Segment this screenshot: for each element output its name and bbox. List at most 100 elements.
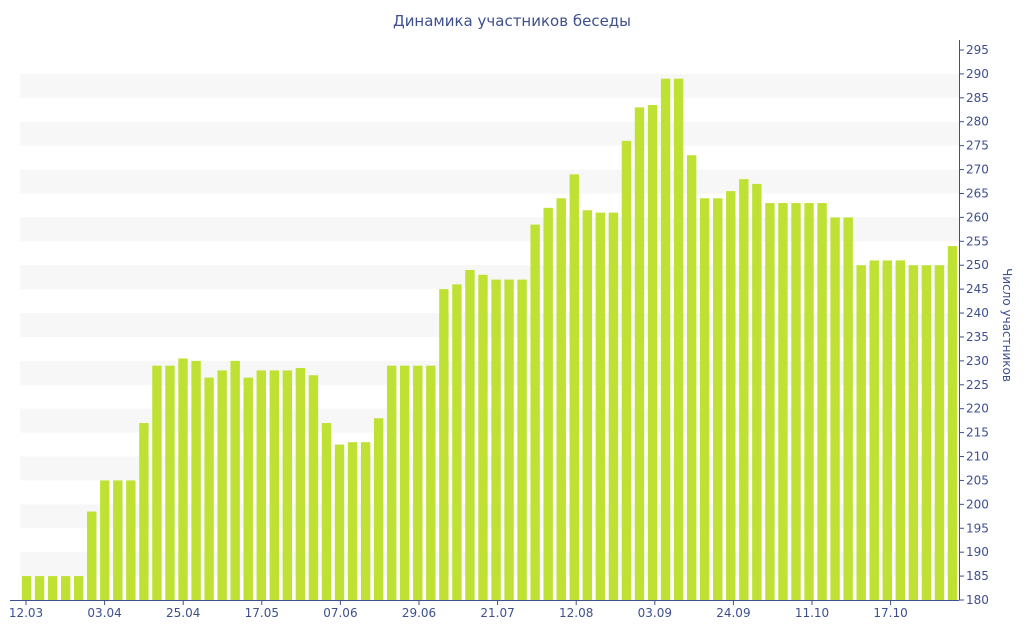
bar bbox=[530, 224, 540, 600]
bar bbox=[699, 198, 710, 600]
bar bbox=[647, 105, 658, 600]
x-tick-label: 24.09 bbox=[716, 606, 750, 620]
grid-band bbox=[20, 504, 959, 529]
bar bbox=[243, 377, 253, 600]
y-tick-label: 290 bbox=[966, 67, 989, 81]
x-tick-label: 03.09 bbox=[638, 606, 672, 620]
bar bbox=[386, 365, 397, 600]
bar bbox=[856, 265, 866, 600]
bar bbox=[452, 284, 462, 600]
bar bbox=[465, 270, 475, 600]
bar bbox=[87, 511, 97, 600]
bar bbox=[882, 260, 892, 600]
bar bbox=[791, 203, 801, 601]
bar bbox=[269, 370, 280, 600]
y-tick-label: 230 bbox=[966, 354, 989, 368]
bar bbox=[947, 246, 958, 600]
bar bbox=[765, 203, 775, 601]
bar bbox=[491, 279, 501, 600]
x-tick-label: 12.03 bbox=[9, 606, 43, 620]
y-tick-label: 205 bbox=[966, 473, 989, 487]
bar bbox=[621, 140, 632, 600]
y-tick-label: 275 bbox=[966, 139, 989, 153]
bar bbox=[439, 289, 449, 600]
x-tick-label: 17.10 bbox=[873, 606, 907, 620]
bar bbox=[152, 365, 162, 600]
bar bbox=[660, 78, 671, 600]
bar bbox=[908, 265, 919, 600]
bar bbox=[217, 370, 227, 600]
x-tick-label: 29.06 bbox=[402, 606, 436, 620]
bar bbox=[295, 368, 306, 600]
bar bbox=[686, 155, 697, 600]
bar bbox=[256, 370, 266, 600]
bar bbox=[739, 179, 749, 600]
bar bbox=[921, 265, 932, 600]
bar bbox=[634, 107, 645, 600]
y-tick-label: 295 bbox=[966, 43, 989, 57]
y-tick-label: 200 bbox=[966, 497, 989, 511]
bar bbox=[230, 360, 240, 600]
y-axis: 180 185 190 195 200 205 210 215 220 225 230 235 240 2… bbox=[959, 40, 989, 607]
y-tick-label: 265 bbox=[966, 186, 989, 200]
x-axis: 12.03 03.04 25.04 17.05 07.06 29.06 21.07 12.08… bbox=[9, 600, 959, 620]
bar bbox=[308, 375, 319, 600]
bar bbox=[413, 365, 423, 600]
bar bbox=[582, 210, 593, 600]
bar bbox=[113, 480, 123, 600]
y-tick-label: 210 bbox=[966, 450, 989, 464]
x-tick-label: 12.08 bbox=[559, 606, 593, 620]
y-tick-label: 255 bbox=[966, 234, 989, 248]
bar bbox=[478, 274, 488, 600]
bar bbox=[778, 203, 788, 601]
bar bbox=[869, 260, 879, 600]
y-tick-label: 235 bbox=[966, 330, 989, 344]
bar bbox=[569, 174, 579, 600]
x-tick-label: 25.04 bbox=[166, 606, 200, 620]
bar bbox=[321, 423, 332, 600]
bar bbox=[400, 365, 410, 600]
bar bbox=[191, 360, 201, 600]
bar bbox=[713, 198, 723, 600]
y-tick-label: 180 bbox=[966, 593, 989, 607]
grid-band bbox=[20, 313, 959, 337]
grid-band bbox=[20, 456, 959, 481]
y-tick-label: 220 bbox=[966, 402, 989, 416]
x-tick-label: 17.05 bbox=[245, 606, 279, 620]
bar bbox=[126, 480, 136, 600]
bar bbox=[47, 576, 58, 600]
grid-band bbox=[20, 73, 959, 98]
y-tick-label: 225 bbox=[966, 378, 989, 392]
grid-band bbox=[20, 360, 959, 385]
bar bbox=[895, 260, 906, 600]
bar bbox=[608, 212, 619, 601]
y-tick-label: 185 bbox=[966, 569, 989, 583]
y-axis-title: Число участников bbox=[1000, 268, 1014, 382]
bar bbox=[34, 576, 45, 600]
bar bbox=[73, 576, 84, 600]
bar bbox=[556, 198, 566, 600]
bar bbox=[373, 418, 384, 600]
bar bbox=[934, 265, 945, 600]
bar bbox=[60, 576, 71, 600]
x-tick-label: 21.07 bbox=[480, 606, 514, 620]
bar bbox=[517, 279, 527, 600]
bar bbox=[21, 576, 32, 600]
bar bbox=[595, 212, 606, 601]
y-tick-label: 250 bbox=[966, 258, 989, 272]
bar bbox=[334, 444, 345, 600]
y-tick-label: 280 bbox=[966, 115, 989, 129]
chart-title: Динамика участников беседы bbox=[392, 12, 632, 30]
bar bbox=[178, 358, 188, 600]
y-tick-label: 190 bbox=[966, 545, 989, 559]
y-tick-label: 195 bbox=[966, 521, 989, 535]
bar bbox=[360, 442, 371, 600]
y-tick-label: 260 bbox=[966, 210, 989, 224]
bar bbox=[830, 217, 840, 600]
bar bbox=[752, 183, 762, 600]
bar bbox=[543, 207, 553, 600]
bar bbox=[204, 377, 214, 600]
bar bbox=[804, 203, 814, 601]
grid-band bbox=[20, 217, 959, 242]
